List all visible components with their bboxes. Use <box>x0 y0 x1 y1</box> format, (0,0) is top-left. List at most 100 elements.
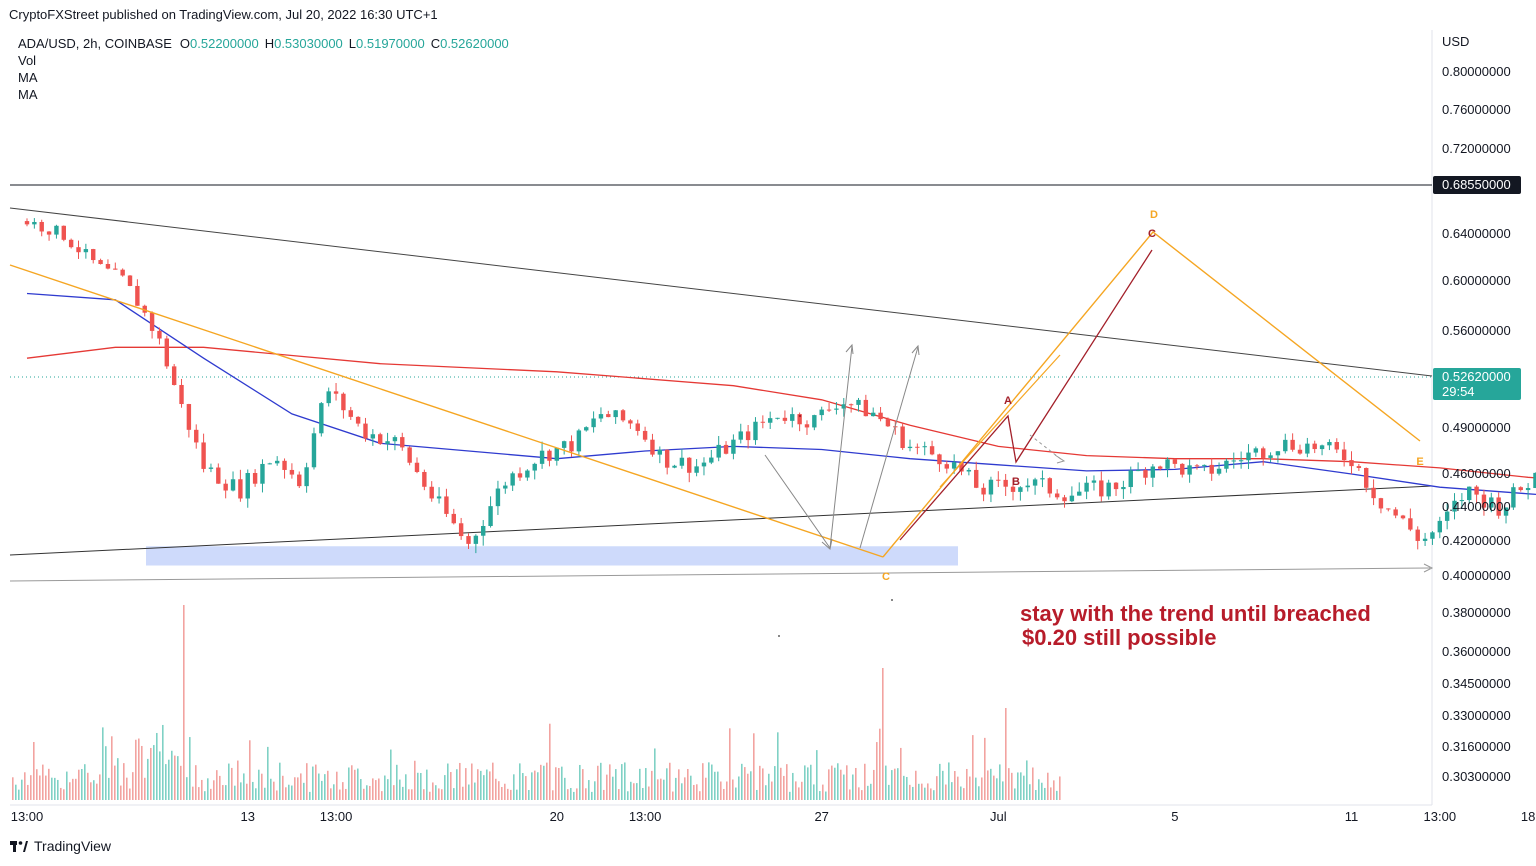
candle <box>1143 467 1148 485</box>
candle <box>1040 470 1045 488</box>
volume-bar <box>978 786 980 800</box>
volume-bar <box>903 775 905 800</box>
candle-body <box>68 239 74 248</box>
candle <box>1091 475 1097 491</box>
candle-body <box>753 421 758 441</box>
volume-bar <box>402 786 404 800</box>
candle-body <box>1216 468 1222 474</box>
volume-bar <box>348 767 350 800</box>
candle <box>54 224 59 239</box>
candle-body <box>1305 443 1310 454</box>
candle <box>1393 507 1398 519</box>
candle <box>974 461 979 489</box>
candle <box>1202 464 1207 472</box>
candle-body <box>657 449 663 455</box>
candle-body <box>1334 442 1339 450</box>
candle <box>495 480 501 515</box>
candle-body <box>355 416 361 424</box>
volume-bar <box>393 785 395 800</box>
candle <box>834 402 839 415</box>
chart-canvas[interactable]: ADA/USD, 2h, COINBASE O0.52200000 H0.53030… <box>0 30 1536 830</box>
candle-body <box>1525 488 1531 491</box>
candle-body <box>1496 497 1501 516</box>
volume-bar <box>228 763 230 800</box>
volume-bar <box>837 763 839 800</box>
price-tick-label: 0.80000000 <box>1442 64 1511 79</box>
volume-bar <box>561 766 563 800</box>
tradingview-footer[interactable]: TradingView <box>10 838 111 854</box>
volume-bar <box>96 783 98 800</box>
candle-body <box>996 479 1001 481</box>
candle <box>1378 497 1384 514</box>
candle-body <box>407 447 412 463</box>
candle <box>260 459 265 493</box>
candle <box>1010 478 1016 501</box>
candle-body <box>1275 451 1281 456</box>
price-tick-label: 0.30300000 <box>1442 769 1511 784</box>
volume-bar <box>621 764 623 800</box>
volume-bar <box>657 779 659 800</box>
volume-bar <box>249 740 251 800</box>
candle <box>885 417 891 427</box>
candle-body <box>561 441 567 448</box>
volume-bar <box>438 788 440 800</box>
volume-bar <box>975 777 977 800</box>
candle <box>105 259 111 270</box>
candle <box>1489 492 1494 513</box>
candle-body <box>422 471 427 487</box>
candle <box>186 403 192 438</box>
volume-bar <box>600 762 602 800</box>
candle-body <box>1165 459 1170 469</box>
grey-arrow-head-2 <box>821 538 833 550</box>
time-tick-label: 11 <box>1345 809 1359 824</box>
candle-body <box>620 410 626 421</box>
volume-bar <box>531 772 533 800</box>
candle-body <box>664 449 670 468</box>
volume-bars <box>12 605 1061 800</box>
volume-bar <box>291 785 293 800</box>
volume-bar <box>132 772 134 800</box>
volume-bar <box>540 764 542 800</box>
volume-bar <box>762 768 764 800</box>
volume-bar <box>1032 767 1034 800</box>
candle <box>481 520 486 546</box>
volume-bar <box>765 785 767 800</box>
candle-body <box>341 393 346 411</box>
candle <box>1172 458 1178 469</box>
candles <box>24 218 1536 554</box>
volume-bar <box>492 762 494 800</box>
volume-bar <box>474 782 476 800</box>
volume-bar <box>522 773 524 800</box>
candle <box>355 416 361 427</box>
candle-body <box>959 462 964 472</box>
volume-bar <box>687 768 689 800</box>
candle-body <box>1128 470 1133 488</box>
grey-arrow-head-3 <box>911 344 920 356</box>
time-tick-label: Jul <box>990 809 1007 824</box>
volume-bar <box>1041 782 1043 800</box>
candle <box>1474 485 1479 504</box>
volume-bar <box>633 783 635 800</box>
volume-bar <box>189 737 191 800</box>
orange-channel-line <box>939 354 1061 488</box>
volume-bar <box>207 778 209 800</box>
volume-bar <box>678 769 680 800</box>
candle-body <box>1113 482 1119 490</box>
volume-bar <box>783 775 785 800</box>
candle <box>694 459 699 477</box>
volume-bar <box>270 778 272 800</box>
grey-arrow-head-1 <box>845 343 854 355</box>
volume-bar <box>354 769 356 800</box>
candle <box>1047 477 1053 498</box>
candle <box>1216 462 1222 476</box>
tradingview-logo-icon <box>10 841 28 852</box>
volume-bar <box>477 769 479 800</box>
candle <box>790 407 795 428</box>
volume-bar <box>528 790 530 800</box>
candle <box>1408 508 1413 532</box>
countdown-label: 29:54 <box>1442 384 1475 399</box>
volume-bar <box>111 736 113 800</box>
volume-bar <box>342 782 344 800</box>
candle <box>1157 465 1163 471</box>
